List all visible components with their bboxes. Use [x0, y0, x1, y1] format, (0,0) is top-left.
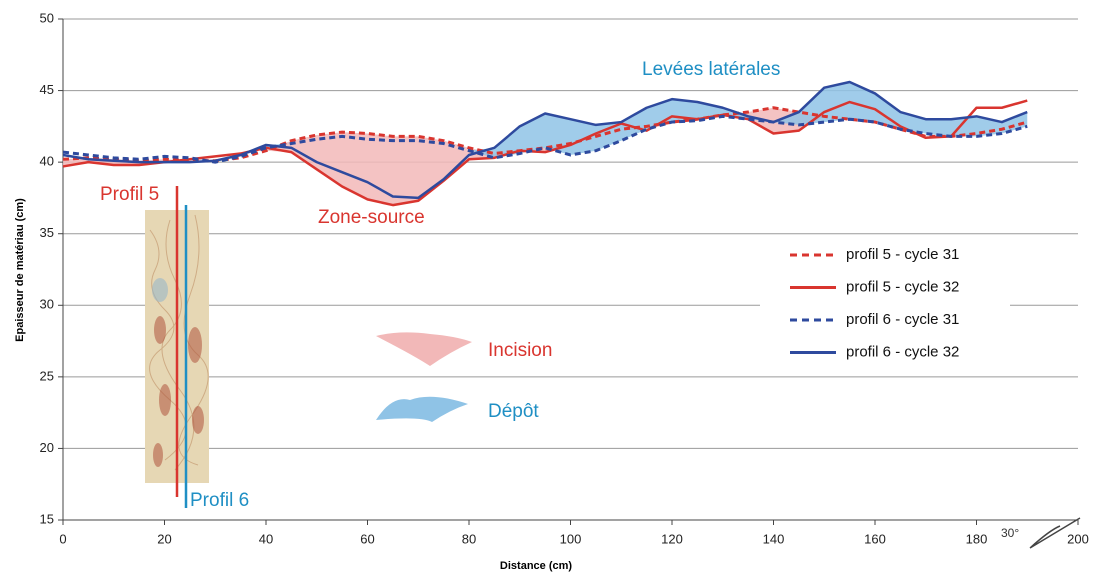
- annotation: Profil 6: [190, 490, 249, 511]
- x-tick-label: 140: [763, 531, 785, 546]
- x-tick-label: 60: [360, 531, 374, 546]
- y-tick-label: 20: [40, 440, 54, 455]
- y-tick-label: 50: [40, 10, 54, 25]
- series-line: [62, 99, 1028, 207]
- series-line: [62, 80, 1028, 200]
- x-tick-label: 100: [560, 531, 582, 546]
- annotation: Zone-source: [318, 207, 425, 228]
- inset-map: [145, 186, 209, 508]
- deposit-swatch: [376, 396, 468, 422]
- x-tick-label: 160: [864, 531, 886, 546]
- legend-label: profil 5 - cycle 31: [846, 246, 959, 263]
- legend-label: profil 6 - cycle 31: [846, 311, 959, 328]
- annotation: 30°: [1001, 526, 1019, 540]
- incision-swatch: [376, 332, 472, 366]
- deposit-area: [63, 81, 1028, 163]
- x-tick-label: 180: [966, 531, 988, 546]
- y-tick-label: 30: [40, 297, 54, 312]
- map-features: [153, 316, 204, 467]
- x-tick-label: 80: [462, 531, 476, 546]
- legend-label: profil 5 - cycle 32: [846, 278, 959, 295]
- annotation: Dépôt: [488, 401, 539, 422]
- angle-symbol: [1029, 517, 1081, 549]
- x-tick-label: 40: [259, 531, 273, 546]
- y-tick-label: 40: [40, 154, 54, 169]
- annotation: Levées latérales: [642, 59, 780, 80]
- y-tick-label: 35: [40, 225, 54, 240]
- y-tick-label: 45: [40, 82, 54, 97]
- x-tick-label: 120: [661, 531, 683, 546]
- plot-background: [58, 18, 1079, 525]
- map-feature-water: [152, 278, 168, 302]
- y-tick-label: 15: [40, 511, 54, 526]
- x-tick-label: 0: [59, 531, 66, 546]
- legend-label: profil 6 - cycle 32: [846, 343, 959, 360]
- x-tick-label: 200: [1067, 531, 1089, 546]
- annotation: Profil 5: [100, 184, 159, 205]
- annotation: Incision: [488, 340, 552, 361]
- x-tick-label: 20: [157, 531, 171, 546]
- legend-box: [760, 238, 1010, 372]
- y-tick-label: 25: [40, 368, 54, 383]
- y-axis-title: Epaisseur de matériau (cm): [14, 198, 26, 342]
- series-line: [62, 114, 1028, 164]
- x-axis-title: Distance (cm): [500, 560, 572, 572]
